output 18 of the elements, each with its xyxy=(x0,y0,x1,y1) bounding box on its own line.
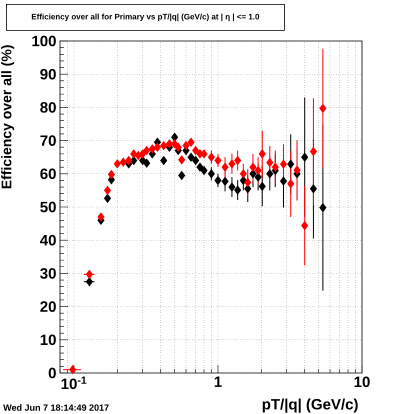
x-tick-label: 1 xyxy=(214,376,222,387)
y-tick-label: 100 xyxy=(32,36,56,46)
y-tick-label: 30 xyxy=(40,268,56,279)
y-tick-label: 80 xyxy=(40,102,56,113)
y-tick-label: 70 xyxy=(40,135,56,146)
chart-title: Efficiency over all for Primary vs pT/|q| (GeV/c) at | η | <= 1.0 xyxy=(32,14,260,22)
y-tick-label: 20 xyxy=(40,301,56,312)
text: Wed Jun 7 18:14:49 2017 xyxy=(3,404,109,411)
y-tick-label: 10 xyxy=(40,334,56,346)
y-tick-label: 0 xyxy=(48,368,56,378)
y-tick-label: 50 xyxy=(40,202,56,212)
x-tick-label: 10$^{-1}$ xyxy=(62,376,86,390)
y-tick-label: 60 xyxy=(40,168,56,180)
x-tick-label: 10 xyxy=(354,376,370,388)
x-axis-title: pT/|q| (GeV/c) xyxy=(262,398,358,413)
y-tick-label: 90 xyxy=(40,68,56,80)
y-axis-title: Efficiency over all (%) xyxy=(1,45,14,188)
y-tick-label: 40 xyxy=(40,234,56,246)
